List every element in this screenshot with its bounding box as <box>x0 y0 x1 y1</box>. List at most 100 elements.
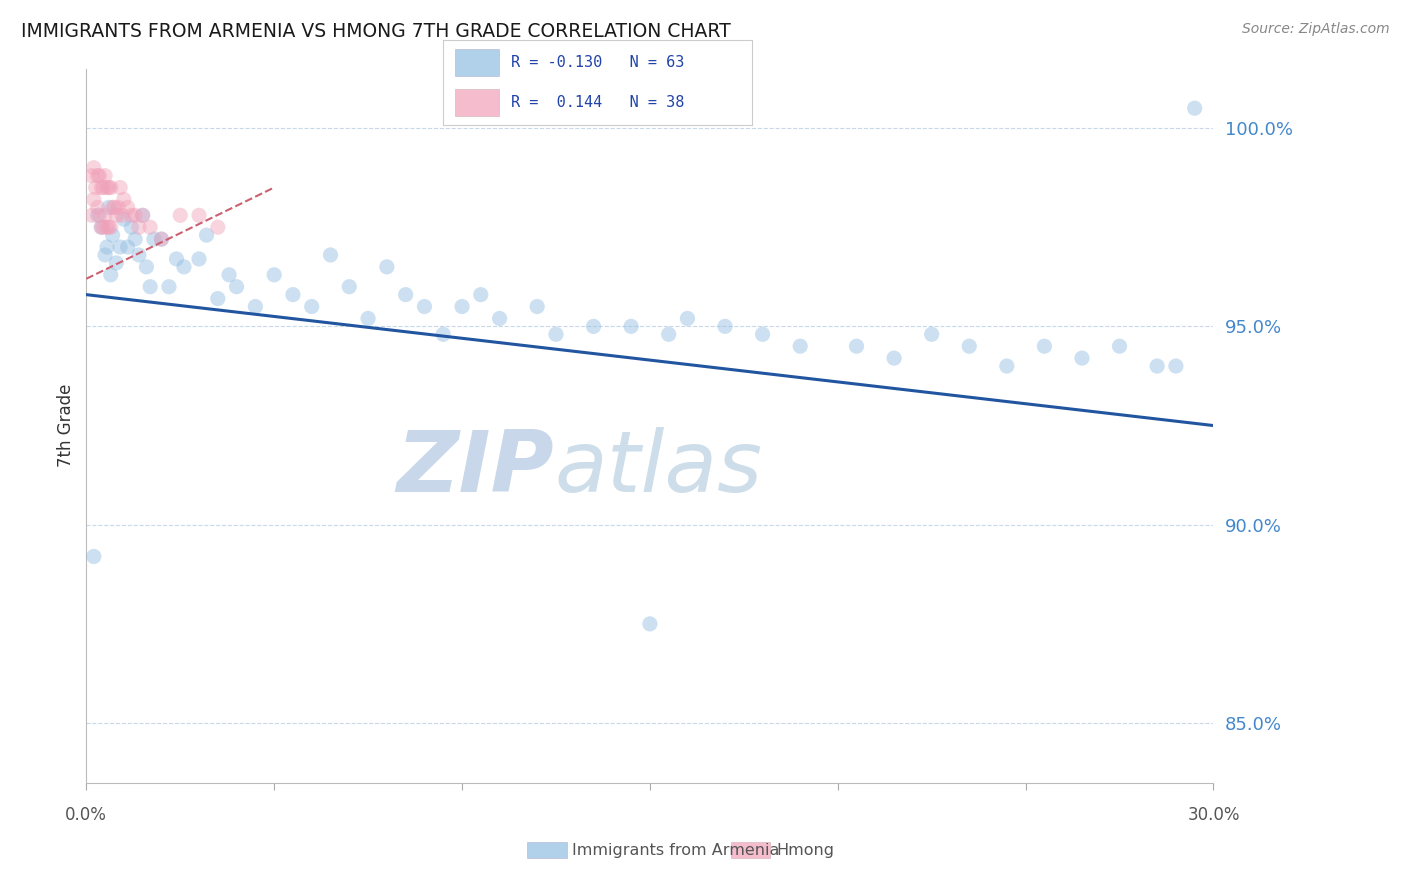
Point <box>150 232 173 246</box>
Point <box>995 359 1018 373</box>
Bar <box>456 49 499 76</box>
Text: R = -0.130   N = 63: R = -0.130 N = 63 <box>510 54 685 70</box>
Text: 30.0%: 30.0% <box>1187 806 1240 824</box>
Point <box>120 220 142 235</box>
Point <box>263 268 285 282</box>
Point <box>195 228 218 243</box>
Point <box>89 169 111 183</box>
Point <box>128 220 150 235</box>
Point <box>96 180 118 194</box>
Point <box>105 208 128 222</box>
Point <box>658 327 681 342</box>
Point <box>120 208 142 222</box>
Point <box>94 248 117 262</box>
Point <box>142 232 165 246</box>
Point <box>101 228 124 243</box>
Point <box>97 220 120 235</box>
Point <box>921 327 943 342</box>
Point <box>128 248 150 262</box>
Point <box>86 208 108 222</box>
Point <box>94 208 117 222</box>
Point <box>83 549 105 564</box>
Point <box>89 208 111 222</box>
Point <box>207 292 229 306</box>
Point <box>169 208 191 222</box>
Bar <box>456 89 499 116</box>
Point <box>84 180 107 194</box>
Point <box>413 300 436 314</box>
Point <box>80 169 103 183</box>
Text: R =  0.144   N = 38: R = 0.144 N = 38 <box>510 95 685 111</box>
Point <box>108 180 131 194</box>
Point <box>80 208 103 222</box>
Point <box>107 200 129 214</box>
Point <box>135 260 157 274</box>
Text: IMMIGRANTS FROM ARMENIA VS HMONG 7TH GRADE CORRELATION CHART: IMMIGRANTS FROM ARMENIA VS HMONG 7TH GRA… <box>21 22 731 41</box>
Point <box>96 240 118 254</box>
Point <box>131 208 153 222</box>
Point <box>207 220 229 235</box>
Point <box>188 252 211 266</box>
Text: ZIP: ZIP <box>396 427 554 510</box>
Point <box>117 200 139 214</box>
Point <box>90 180 112 194</box>
Text: 0.0%: 0.0% <box>65 806 107 824</box>
Point <box>97 200 120 214</box>
Point <box>83 193 105 207</box>
Point <box>86 200 108 214</box>
Point <box>957 339 980 353</box>
Point <box>225 279 247 293</box>
Point <box>544 327 567 342</box>
Point <box>883 351 905 365</box>
Point <box>139 220 162 235</box>
Point <box>100 180 122 194</box>
Point <box>526 300 548 314</box>
Point <box>94 169 117 183</box>
Point <box>301 300 323 314</box>
Point <box>218 268 240 282</box>
Point <box>166 252 188 266</box>
Point <box>319 248 342 262</box>
Point <box>676 311 699 326</box>
Point <box>90 220 112 235</box>
Point <box>117 240 139 254</box>
Point <box>173 260 195 274</box>
Point <box>188 208 211 222</box>
Point <box>1033 339 1056 353</box>
Point <box>488 311 510 326</box>
Point <box>789 339 811 353</box>
Point <box>112 193 135 207</box>
Point <box>751 327 773 342</box>
Point <box>91 220 114 235</box>
Point <box>112 212 135 227</box>
Point <box>150 232 173 246</box>
Point <box>124 208 146 222</box>
Text: Hmong: Hmong <box>776 843 834 857</box>
Point <box>103 200 125 214</box>
Point <box>101 200 124 214</box>
Point <box>1184 101 1206 115</box>
Point <box>157 279 180 293</box>
Y-axis label: 7th Grade: 7th Grade <box>58 384 75 467</box>
Point <box>91 180 114 194</box>
Point <box>337 279 360 293</box>
Point <box>108 240 131 254</box>
Point <box>124 232 146 246</box>
Text: Immigrants from Armenia: Immigrants from Armenia <box>572 843 779 857</box>
Point <box>357 311 380 326</box>
Point <box>451 300 474 314</box>
Point <box>245 300 267 314</box>
Point <box>131 208 153 222</box>
Point <box>100 220 122 235</box>
Point <box>90 220 112 235</box>
Point <box>83 161 105 175</box>
Point <box>432 327 454 342</box>
Point <box>620 319 643 334</box>
Point <box>470 287 492 301</box>
Point <box>1108 339 1130 353</box>
Point <box>105 256 128 270</box>
Point <box>97 180 120 194</box>
Point <box>1146 359 1168 373</box>
Point <box>111 208 134 222</box>
Text: atlas: atlas <box>554 427 762 510</box>
